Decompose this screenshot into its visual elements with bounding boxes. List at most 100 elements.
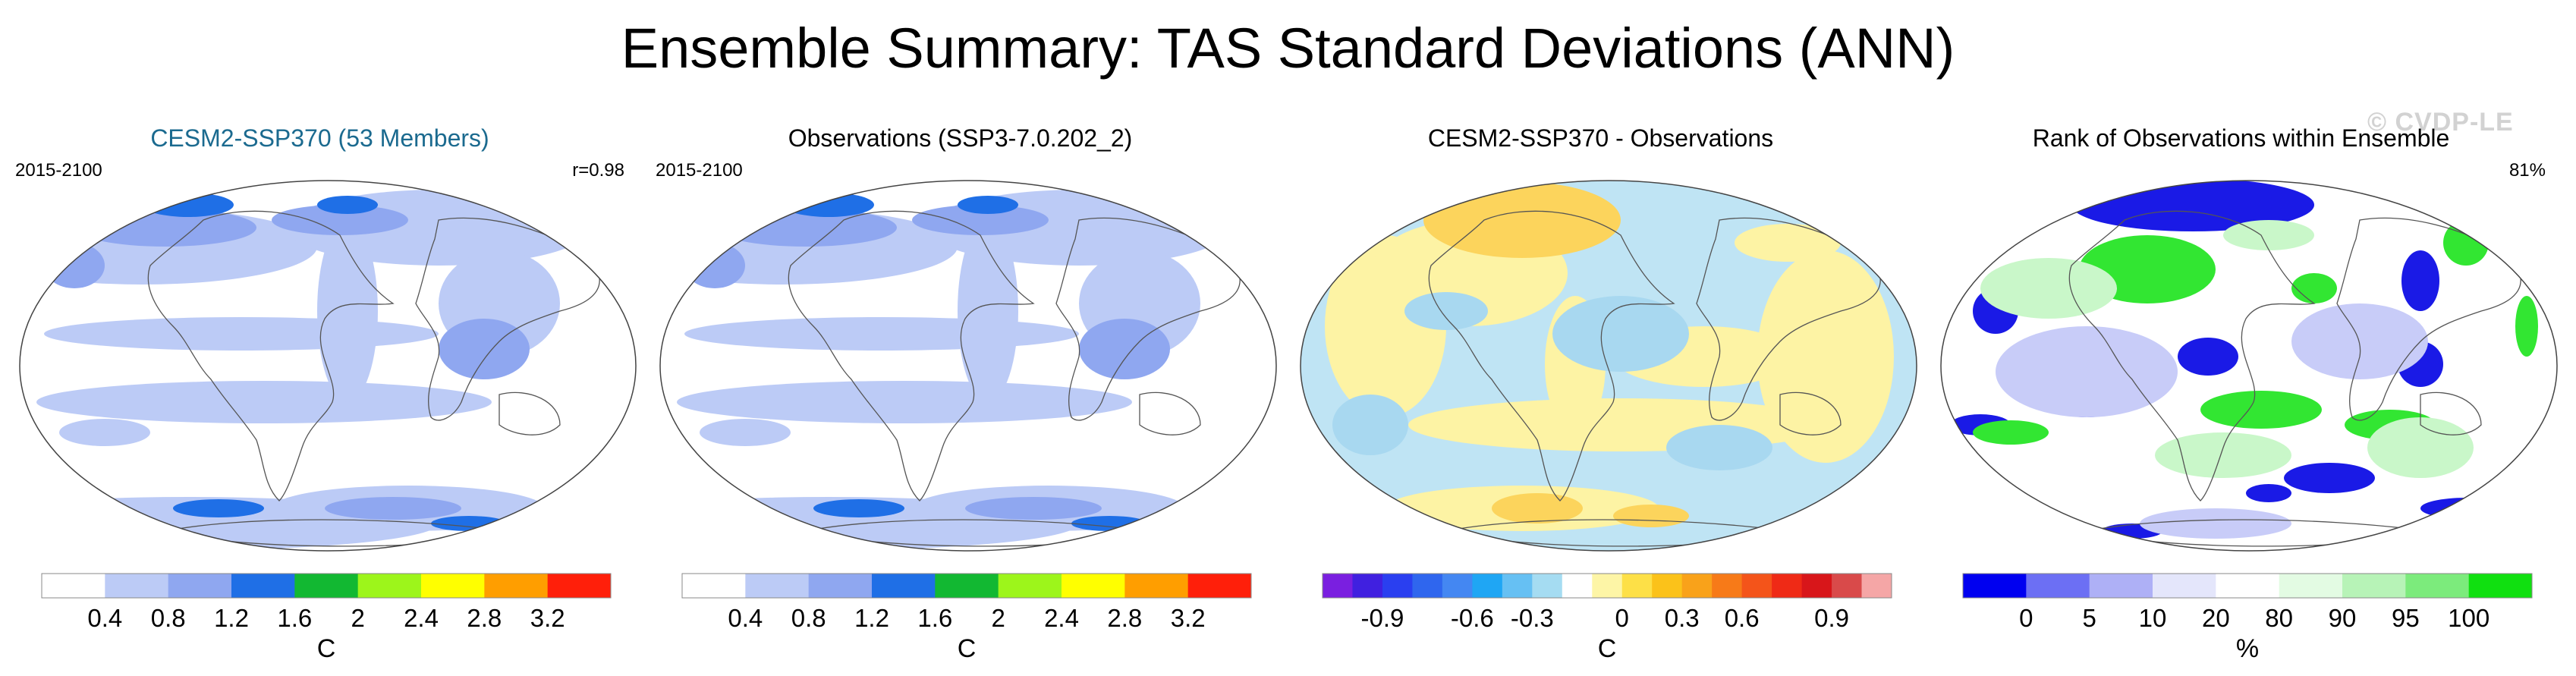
field-patch: [143, 193, 234, 217]
field-patch: [1613, 505, 1689, 527]
field-layer: [1950, 181, 2538, 547]
colorbar-tick-label: 0.9: [1814, 604, 1849, 632]
colorbar: 0.4 0.8 1.2 1.6 2 2.4 2.8 3.2 C: [681, 573, 1252, 663]
colorbar-tick-label: 3.2: [530, 604, 565, 632]
colorbar-swatch: [421, 574, 485, 598]
field-patch: [2291, 303, 2428, 379]
colorbar-swatch: [294, 574, 359, 598]
colorbar-swatch: [168, 574, 232, 598]
colorbar-tick-label: 0: [1615, 604, 1629, 632]
field-patch: [2200, 391, 2322, 429]
panel-rank: Rank of Observations within Ensemble 81%…: [1921, 114, 2561, 676]
colorbar-tick-label: 2.8: [467, 604, 502, 632]
colorbar-tick-label: 2.8: [1107, 604, 1142, 632]
colorbar-swatch: [2216, 574, 2280, 598]
map-outline: [1300, 180, 1917, 552]
colorbar-frame: [681, 573, 1252, 599]
colorbar-unit-label: C: [317, 634, 336, 663]
coastline: [2068, 210, 2316, 501]
panel-title: CESM2-SSP370 (53 Members): [150, 124, 489, 152]
field-patch: [272, 205, 408, 235]
map-plot: [19, 180, 637, 552]
colorbar-tick-label: 2.4: [1044, 604, 1079, 632]
coastline: [2420, 391, 2482, 435]
field-patch: [36, 381, 492, 423]
colorbar-swatch: [2468, 574, 2533, 598]
colorbar: 0 5 10 20 80 90 95 100%: [1962, 573, 2533, 663]
colorbar-swatch: [1472, 574, 1503, 598]
colorbar-tick-label: 3.2: [1171, 604, 1206, 632]
field-patch: [1757, 250, 1894, 463]
coastline: [1779, 391, 1842, 435]
colorbar-swatch: [547, 574, 612, 598]
field-patch: [677, 381, 1132, 423]
map-plot: [1940, 180, 2558, 552]
field-patch: [2140, 508, 2291, 539]
field-patch: [325, 497, 461, 520]
panel-ensemble-mean: CESM2-SSP370 (53 Members) 2015-2100 r=0.…: [0, 114, 640, 676]
field-patch: [1423, 182, 1621, 258]
rank-percent-label: 81%: [2508, 160, 2546, 181]
field-patch: [1492, 493, 1583, 524]
colorbar-tick-label: 20: [2202, 604, 2230, 632]
colorbar-tick-label: 0.3: [1665, 604, 1700, 632]
colorbar-tick-label: 1.6: [277, 604, 312, 632]
colorbar-tick-label: 100: [2448, 604, 2490, 632]
field-patch: [431, 516, 507, 531]
field-patch: [59, 419, 150, 446]
field-patch: [1404, 292, 1488, 330]
field-patch: [2178, 338, 2238, 376]
colorbar-swatch: [2026, 574, 2090, 598]
field-patch: [1965, 498, 2026, 519]
field-patch: [912, 205, 1049, 235]
colorbar-swatch: [1741, 574, 1772, 598]
field-patch: [2284, 463, 2375, 493]
colorbar-tick-label: 90: [2329, 604, 2357, 632]
colorbar-unit-label: %: [2236, 634, 2259, 663]
colorbar-swatch: [1772, 574, 1803, 598]
colorbar-tick-label: 0.8: [791, 604, 826, 632]
field-patch: [965, 497, 1102, 520]
colorbar-swatch: [1502, 574, 1533, 598]
figure-title: Ensemble Summary: TAS Standard Deviation…: [621, 17, 1955, 80]
field-patch: [958, 220, 1018, 402]
field-patch: [2367, 417, 2474, 478]
colorbar-tick-label: 2: [991, 604, 1005, 632]
field-patch: [317, 220, 378, 402]
field-patch: [1996, 326, 2178, 417]
map-plot: [1300, 180, 1917, 552]
field-patch: [1973, 420, 2049, 445]
colorbar-swatch: [1963, 574, 2027, 598]
colorbar-unit-label: C: [1598, 634, 1617, 663]
field-patch: [439, 319, 530, 379]
field-patch: [684, 317, 1079, 351]
panel-observations: Observations (SSP3-7.0.202_2) 2015-2100 …: [640, 114, 1280, 676]
colorbar-swatch: [1832, 574, 1863, 598]
colorbar-tick-label: 0.6: [1725, 604, 1760, 632]
field-patch: [783, 193, 874, 217]
panel-difference: CESM2-SSP370 - Observations -0.9 -0.6 -0.3…: [1281, 114, 1920, 676]
field-patch: [1666, 425, 1772, 470]
colorbar-swatch: [1187, 574, 1252, 598]
colorbar-swatch: [1621, 574, 1653, 598]
coastline: [788, 210, 1035, 501]
colorbar-unit-label: C: [958, 634, 977, 663]
colorbar-swatch: [1681, 574, 1713, 598]
colorbar-frame: [1322, 573, 1892, 599]
colorbar-tick-label: 0.4: [728, 604, 763, 632]
colorbar-tick-label: 1.2: [854, 604, 889, 632]
colorbar-tick-label: 0: [2019, 604, 2033, 632]
panel-title: Observations (SSP3-7.0.202_2): [788, 124, 1133, 152]
field-patch: [2155, 432, 2291, 478]
colorbar-tick-label: 95: [2392, 604, 2420, 632]
coastline: [499, 391, 561, 435]
colorbar-tick-label: 0.4: [87, 604, 122, 632]
period-label: 2015-2100: [15, 160, 102, 181]
field-patch: [813, 499, 904, 517]
colorbar-swatch: [2153, 574, 2216, 598]
colorbar-swatch: [231, 574, 295, 598]
colorbar-swatch: [105, 574, 169, 598]
field-patch: [44, 317, 439, 351]
field-patch: [2246, 484, 2291, 502]
colorbar-swatch: [2279, 574, 2343, 598]
